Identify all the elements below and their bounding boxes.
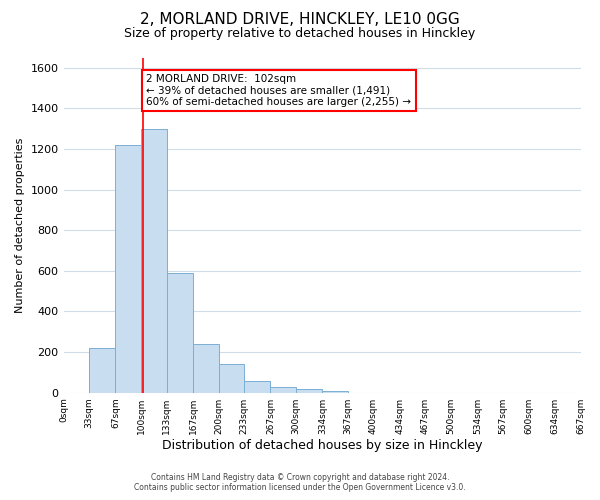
Bar: [244, 380, 271, 392]
Text: 2 MORLAND DRIVE:  102sqm
← 39% of detached houses are smaller (1,491)
60% of sem: 2 MORLAND DRIVE: 102sqm ← 39% of detache…: [146, 74, 412, 107]
Text: Size of property relative to detached houses in Hinckley: Size of property relative to detached ho…: [124, 28, 476, 40]
X-axis label: Distribution of detached houses by size in Hinckley: Distribution of detached houses by size …: [162, 440, 482, 452]
Y-axis label: Number of detached properties: Number of detached properties: [15, 138, 25, 313]
Bar: [167, 273, 193, 392]
Bar: [193, 344, 218, 393]
Bar: [322, 390, 348, 392]
Bar: [89, 348, 115, 393]
Bar: [218, 364, 244, 392]
Text: Contains HM Land Registry data © Crown copyright and database right 2024.
Contai: Contains HM Land Registry data © Crown c…: [134, 473, 466, 492]
Text: 2, MORLAND DRIVE, HINCKLEY, LE10 0GG: 2, MORLAND DRIVE, HINCKLEY, LE10 0GG: [140, 12, 460, 28]
Bar: [115, 145, 141, 392]
Bar: [271, 386, 296, 392]
Bar: [141, 128, 167, 392]
Bar: [296, 388, 322, 392]
